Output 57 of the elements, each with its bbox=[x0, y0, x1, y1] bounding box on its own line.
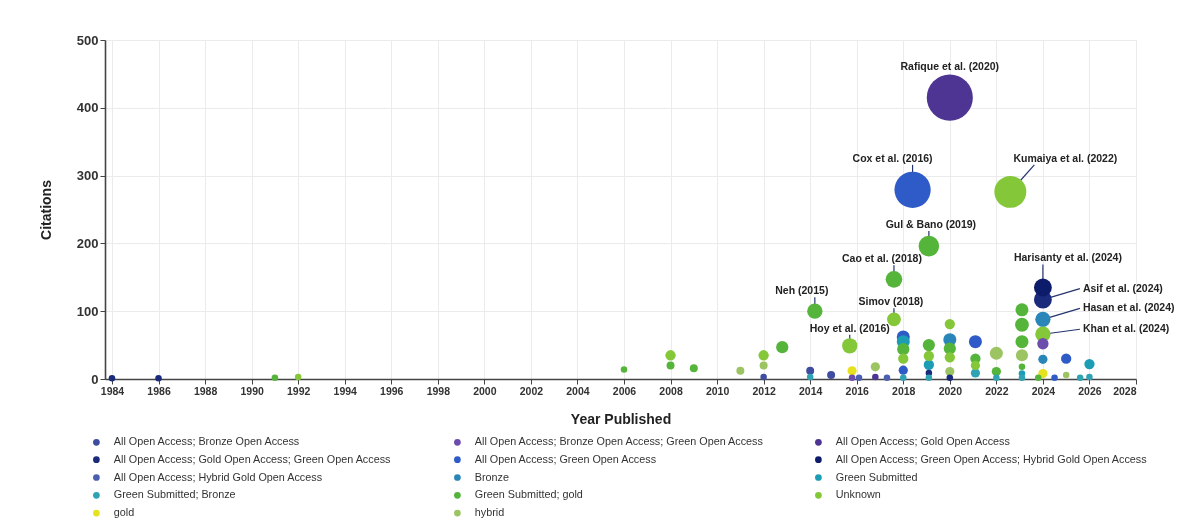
x-tick-label: 2020 bbox=[938, 384, 963, 397]
x-tick-label: 2014 bbox=[799, 384, 823, 397]
annotation: Harisanty et al. (2024) bbox=[1013, 251, 1122, 264]
legend-label: Green Submitted; gold bbox=[474, 488, 583, 501]
x-tick-label: 1984 bbox=[100, 384, 125, 397]
x-tick-label: 2010 bbox=[705, 384, 730, 397]
x-tick-label: 2008 bbox=[659, 384, 683, 397]
annotation: Hasan et al. (2024) bbox=[1082, 301, 1175, 314]
legend-label: Unknown bbox=[835, 488, 881, 501]
annotation: Kumaiya et al. (2022) bbox=[1013, 151, 1118, 164]
annotation: Rafique et al. (2020) bbox=[900, 59, 1000, 72]
x-tick-label: 1986 bbox=[147, 384, 171, 397]
x-tick-label: 2000 bbox=[473, 384, 497, 397]
legend-label: Bronze bbox=[474, 470, 510, 483]
legend-label: gold bbox=[113, 506, 135, 519]
y-tick-label: 100 bbox=[76, 303, 99, 319]
annotation: Neh (2015) bbox=[775, 284, 829, 297]
legend-label: All Open Access; Gold Open Access; Green Open Access bbox=[113, 452, 392, 465]
annotation: Cox et al. (2016) bbox=[852, 151, 933, 164]
legend-label: All Open Access; Gold Open Access bbox=[835, 435, 1011, 448]
x-tick-label: 2004 bbox=[566, 384, 590, 397]
x-tick-label: 1996 bbox=[380, 384, 404, 397]
annotation: Khan et al. (2024) bbox=[1082, 322, 1170, 335]
x-tick-label: 2018 bbox=[892, 384, 916, 397]
x-tick-label: 2012 bbox=[752, 384, 776, 397]
x-tick-label: 2002 bbox=[519, 384, 544, 397]
x-tick-label: 1998 bbox=[426, 384, 451, 397]
x-tick-label: 2026 bbox=[1078, 384, 1102, 397]
x-tick-label: 2016 bbox=[845, 384, 870, 397]
x-tick-label: 2022 bbox=[985, 384, 1009, 397]
annotation: Simov (2018) bbox=[858, 295, 924, 308]
y-tick-label: 400 bbox=[76, 100, 99, 116]
x-tick-label: 2024 bbox=[1031, 384, 1056, 397]
annotation: Cao et al. (2018) bbox=[841, 252, 922, 265]
legend-label: All Open Access; Bronze Open Access; Green Open Access bbox=[474, 435, 764, 448]
x-tick-label: 1994 bbox=[333, 384, 358, 397]
x-tick-label: 2028 bbox=[1113, 384, 1137, 397]
legend-label: All Open Access; Green Open Access; Hybrid Gold Open Access bbox=[835, 452, 1148, 465]
legend-label: All Open Access; Green Open Access bbox=[474, 452, 657, 465]
legend-label: hybrid bbox=[474, 506, 505, 519]
annotation: Asif et al. (2024) bbox=[1082, 281, 1163, 294]
legend-label: Green Submitted; Bronze bbox=[113, 488, 236, 501]
y-tick-label: 0 bbox=[91, 371, 99, 387]
y-tick-label: 200 bbox=[76, 235, 99, 251]
x-tick-label: 1992 bbox=[286, 384, 311, 397]
x-tick-label: 2006 bbox=[612, 384, 637, 397]
legend-label: All Open Access; Bronze Open Access bbox=[113, 435, 300, 448]
x-axis-title: Year Published bbox=[570, 411, 672, 427]
annotation: Hoy et al. (2016) bbox=[809, 321, 890, 334]
y-tick-label: 500 bbox=[76, 32, 99, 48]
annotation: Gul & Bano (2019) bbox=[885, 218, 977, 231]
y-axis-title: Citations bbox=[37, 179, 54, 240]
y-tick-label: 300 bbox=[76, 168, 99, 184]
x-tick-label: 1990 bbox=[240, 384, 264, 397]
legend-label: All Open Access; Hybrid Gold Open Access bbox=[113, 470, 323, 483]
x-tick-label: 1988 bbox=[193, 384, 218, 397]
legend-label: Green Submitted bbox=[835, 470, 918, 483]
